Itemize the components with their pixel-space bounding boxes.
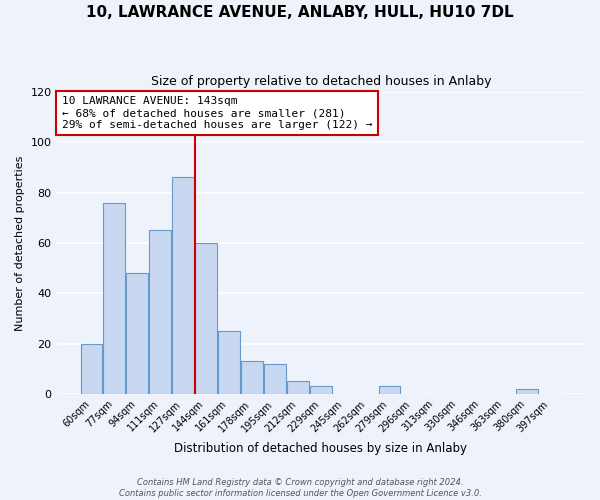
Bar: [287, 382, 309, 394]
Bar: [149, 230, 171, 394]
Text: 10 LAWRANCE AVENUE: 143sqm
← 68% of detached houses are smaller (281)
29% of sem: 10 LAWRANCE AVENUE: 143sqm ← 68% of deta…: [62, 96, 373, 130]
Bar: [379, 386, 400, 394]
Bar: [241, 361, 263, 394]
Title: Size of property relative to detached houses in Anlaby: Size of property relative to detached ho…: [151, 75, 491, 88]
Bar: [127, 273, 148, 394]
Text: Contains HM Land Registry data © Crown copyright and database right 2024.
Contai: Contains HM Land Registry data © Crown c…: [119, 478, 481, 498]
Bar: [195, 243, 217, 394]
Bar: [516, 389, 538, 394]
X-axis label: Distribution of detached houses by size in Anlaby: Distribution of detached houses by size …: [174, 442, 467, 455]
Y-axis label: Number of detached properties: Number of detached properties: [15, 155, 25, 330]
Bar: [310, 386, 332, 394]
Text: 10, LAWRANCE AVENUE, ANLABY, HULL, HU10 7DL: 10, LAWRANCE AVENUE, ANLABY, HULL, HU10 …: [86, 5, 514, 20]
Bar: [103, 202, 125, 394]
Bar: [80, 344, 103, 394]
Bar: [218, 331, 240, 394]
Bar: [264, 364, 286, 394]
Bar: [172, 178, 194, 394]
